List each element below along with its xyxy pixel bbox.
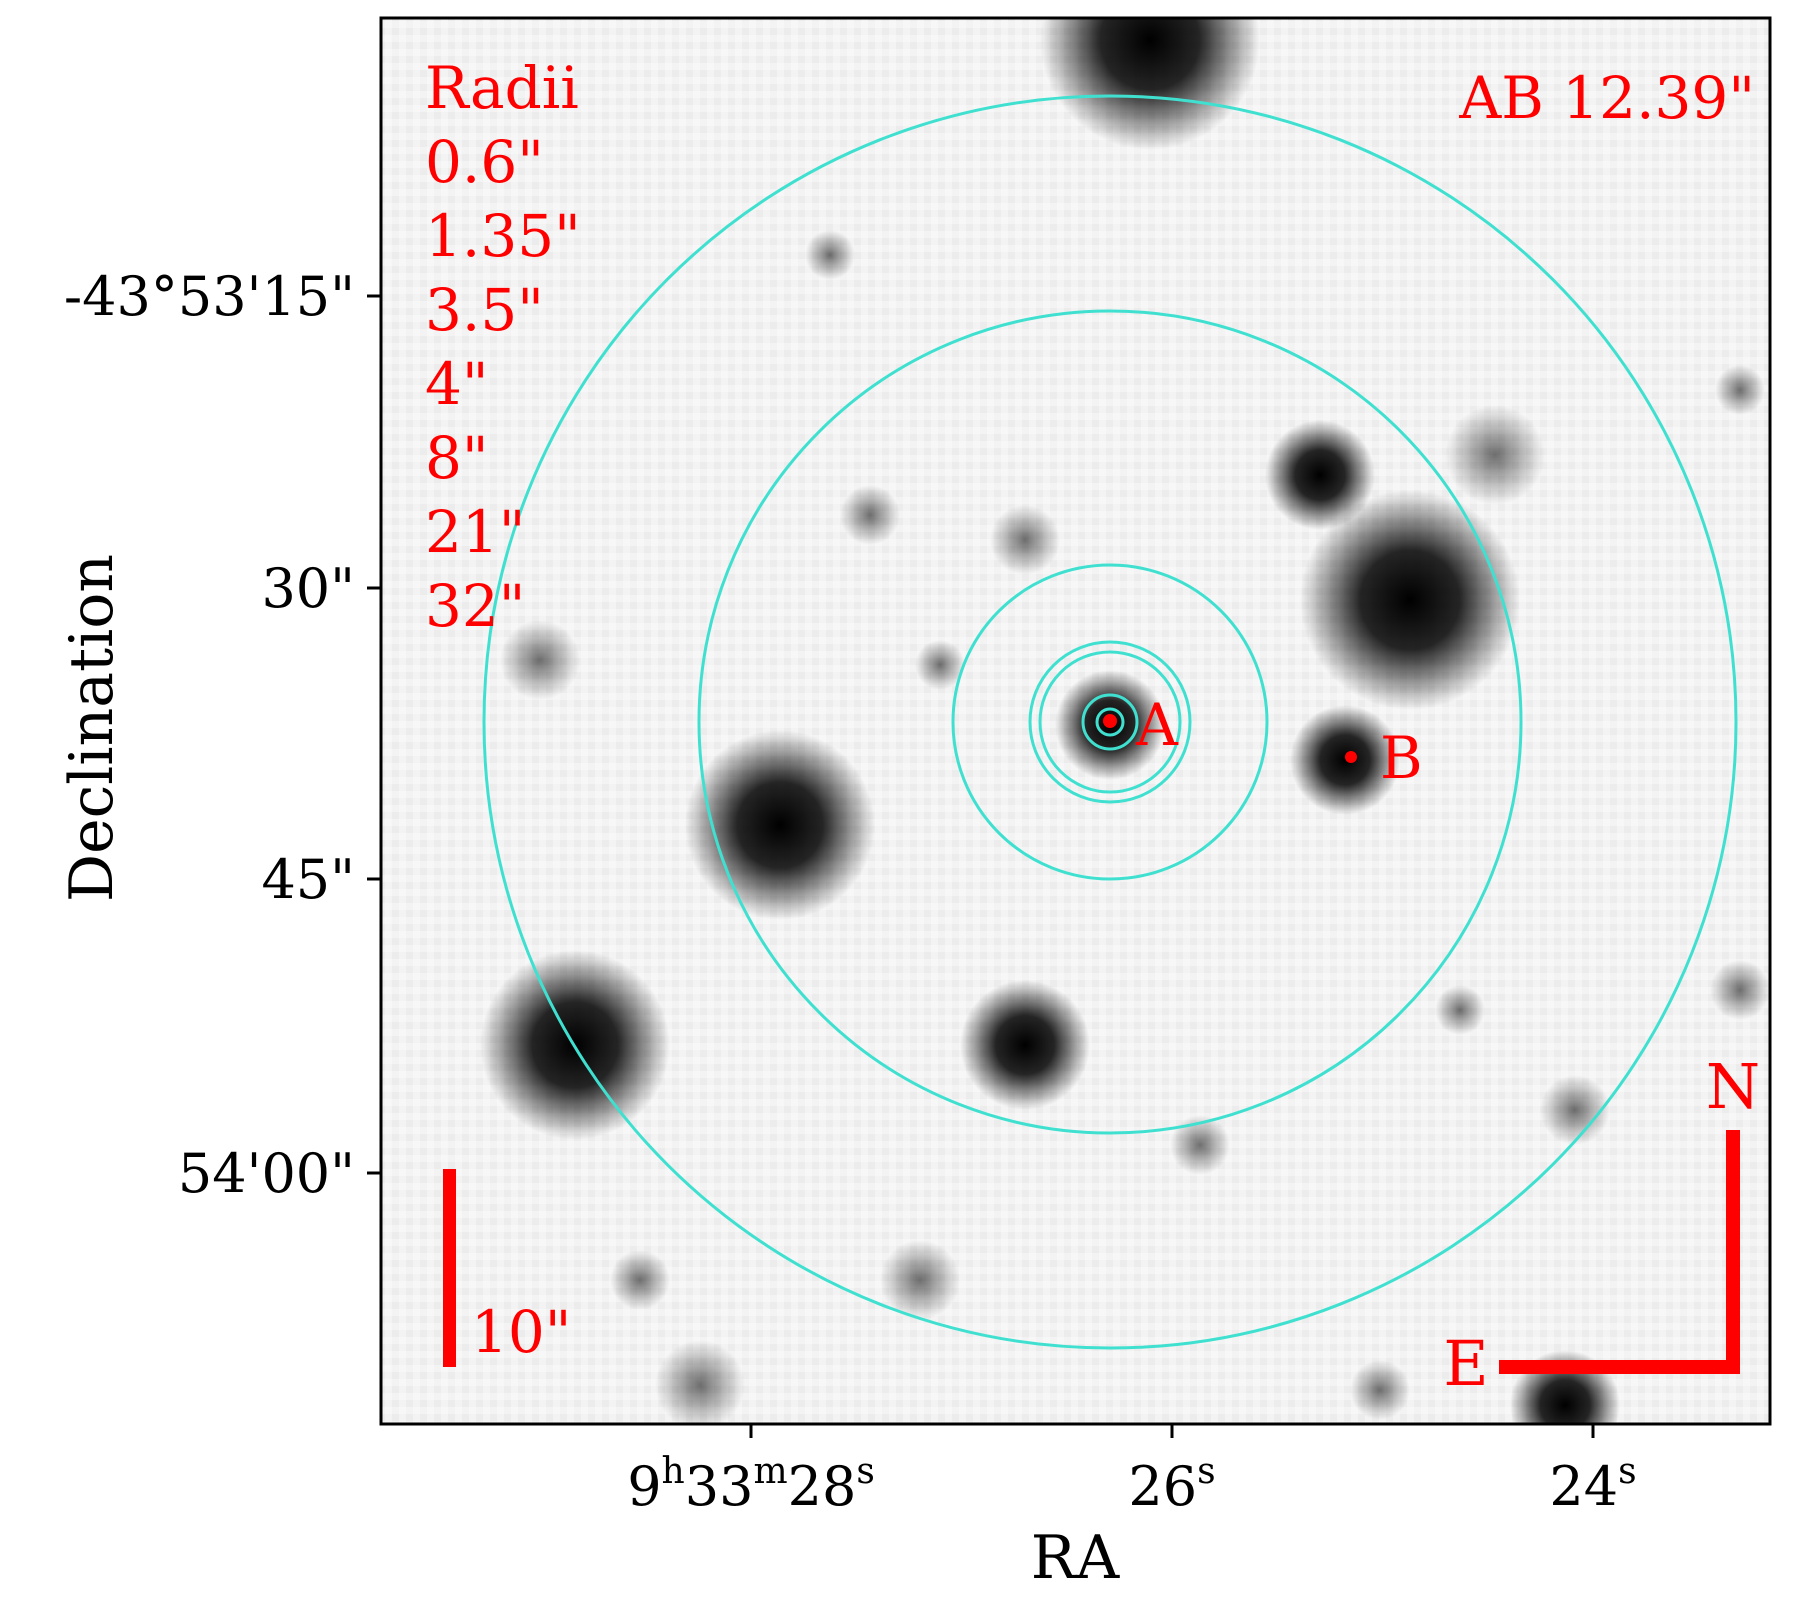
star <box>610 1250 670 1310</box>
star-field <box>480 18 1770 1424</box>
star <box>500 620 580 700</box>
star <box>805 230 855 280</box>
image-area: A B Radii 0.6" 1.35" 3.5" 4" 8" 21" 32" … <box>381 18 1770 1424</box>
radius-label: 32" <box>425 572 525 640</box>
aperture-circle <box>1028 640 1192 804</box>
star <box>915 640 965 690</box>
dec-tick-label: 54'00" <box>178 1142 355 1205</box>
aperture-circle <box>1095 707 1125 737</box>
x-axis-title: RA <box>1031 1523 1120 1593</box>
dec-tick-label: 45" <box>261 848 355 911</box>
radius-label: 8" <box>425 424 489 492</box>
star <box>685 730 875 920</box>
star <box>840 485 900 545</box>
aperture-circle <box>1038 650 1182 794</box>
y-axis-title: Declination <box>57 554 127 902</box>
radius-label: 3.5" <box>425 276 544 344</box>
dec-axis <box>367 294 381 1175</box>
star <box>1290 705 1400 815</box>
source-a-label: A <box>1135 691 1179 759</box>
star <box>1300 490 1520 710</box>
aperture-circle <box>1081 693 1139 751</box>
radii-legend: Radii 0.6" 1.35" 3.5" 4" 8" 21" 32" <box>425 54 581 640</box>
dec-tick-label: 30" <box>261 557 355 620</box>
compass-east-arm <box>1499 1360 1740 1374</box>
compass-north-arm <box>1726 1130 1740 1374</box>
compass-east-label: E <box>1443 1327 1488 1400</box>
star <box>1170 1115 1230 1175</box>
dec-tick-label: -43°53'15" <box>64 265 355 328</box>
radii-title: Radii <box>425 54 579 122</box>
scale-bar-line <box>443 1169 456 1367</box>
radius-label: 21" <box>425 498 525 566</box>
star <box>1710 960 1770 1020</box>
source-b-label: B <box>1380 724 1423 792</box>
compass: N E <box>1443 1050 1760 1400</box>
star <box>1445 405 1545 505</box>
aperture-circle <box>951 563 1269 881</box>
star <box>1040 18 1260 150</box>
star <box>960 980 1090 1110</box>
ab-separation-label: AB 12.39" <box>1458 64 1755 132</box>
ra-tick-label: 24s <box>1549 1451 1636 1518</box>
star <box>1265 420 1375 530</box>
image-frame <box>379 16 1772 1426</box>
star <box>655 1340 745 1424</box>
radius-label: 4" <box>425 350 489 418</box>
scale-bar-label: 10" <box>471 1298 571 1366</box>
star <box>1540 1075 1610 1145</box>
aperture-circle <box>697 309 1523 1135</box>
star <box>990 505 1060 575</box>
ra-axis <box>749 1424 1595 1438</box>
star <box>1350 1360 1410 1420</box>
ra-tick-label: 26s <box>1128 1451 1215 1518</box>
source-a-marker <box>1103 714 1117 728</box>
scale-bar: 10" <box>443 1169 571 1367</box>
star <box>1435 985 1485 1035</box>
radius-label: 0.6" <box>425 128 544 196</box>
source-b-marker <box>1345 751 1357 763</box>
ra-tick-label: 9h33m28s <box>627 1451 875 1518</box>
aperture-circle <box>482 94 1738 1350</box>
aperture-circles <box>482 94 1738 1350</box>
radius-label: 1.35" <box>425 202 581 270</box>
star <box>880 1240 960 1320</box>
compass-north-label: N <box>1706 1050 1760 1123</box>
star <box>1715 365 1765 415</box>
